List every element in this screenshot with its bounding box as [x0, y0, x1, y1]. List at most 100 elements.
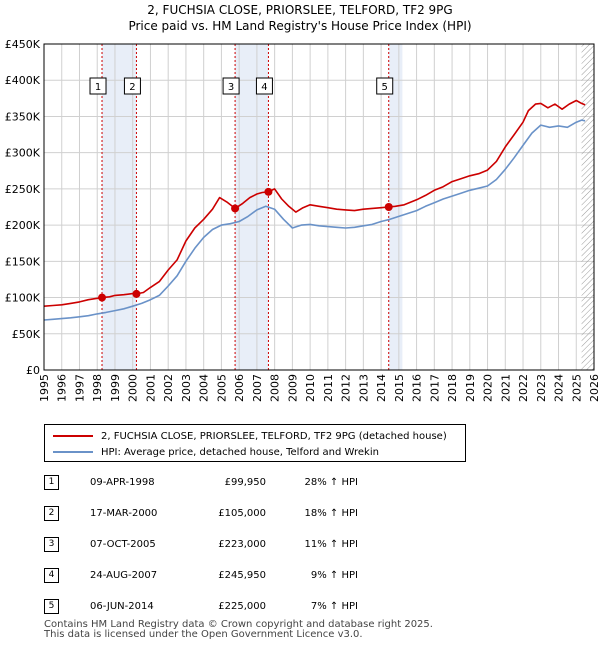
row-price: £105,000	[218, 508, 266, 519]
x-tick-label: 1995	[38, 374, 51, 402]
x-tick-label: 2011	[322, 374, 335, 402]
sale-number-box	[222, 77, 240, 95]
row-date: 06-JUN-2014	[90, 601, 154, 612]
legend-item-red: 2, FUCHSIA CLOSE, PRIORSLEE, TELFORD, TF…	[53, 429, 447, 443]
chart-subtitle: Price paid vs. HM Land Registry's House …	[128, 19, 472, 33]
legend-swatch-red	[53, 435, 93, 437]
row-date: 09-APR-1998	[90, 477, 155, 488]
row-date: 24-AUG-2007	[90, 570, 158, 581]
x-tick-label: 2009	[286, 374, 299, 402]
x-tick-label: 2013	[357, 374, 370, 402]
x-tick-label: 2014	[375, 374, 388, 402]
sale-point	[98, 293, 107, 302]
y-tick-label: £100K	[5, 292, 41, 305]
x-tick-label: 2017	[428, 374, 441, 402]
x-tick-label: 2004	[198, 374, 211, 402]
table-row: 5 06-JUN-2014 £225,000 7% ↑ HPI	[44, 596, 444, 616]
row-hpi: 7% ↑ HPI	[310, 601, 358, 612]
chart-title: 2, FUCHSIA CLOSE, PRIORSLEE, TELFORD, TF…	[147, 3, 453, 17]
legend-item-blue: HPI: Average price, detached house, Telf…	[53, 445, 379, 459]
forecast-hatch-area	[581, 44, 594, 370]
row-hpi: 28% ↑ HPI	[304, 477, 358, 488]
sale-number-box	[376, 77, 394, 95]
row-price: £225,000	[218, 601, 266, 612]
row-price: £245,950	[218, 570, 266, 581]
x-tick-label: 2023	[535, 374, 548, 402]
row-price: £223,000	[218, 539, 266, 550]
row-number: 4	[44, 568, 59, 583]
sale-number-boxes: 1 2 3 4 5	[89, 77, 394, 95]
row-date: 07-OCT-2005	[90, 539, 156, 550]
row-hpi: 9% ↑ HPI	[310, 570, 358, 581]
x-axis: 1995 1996 1997 1998 1999 2000 2001 2002 2003 2004…	[38, 374, 600, 402]
x-tick-label: 2001	[144, 374, 157, 402]
sale-number-label: 2	[129, 82, 135, 93]
sale-point	[231, 204, 240, 213]
x-tick-label: 2010	[304, 374, 317, 402]
x-tick-label: 2024	[553, 374, 566, 402]
row-hpi: 11% ↑ HPI	[304, 539, 358, 550]
y-tick-label: £150K	[5, 255, 41, 268]
x-tick-label: 2003	[180, 374, 193, 402]
sale-points	[98, 187, 393, 302]
row-number: 5	[44, 599, 59, 614]
y-tick-label: £50K	[12, 328, 41, 341]
sale-period-bands	[102, 44, 403, 370]
legend-label-blue: HPI: Average price, detached house, Telf…	[101, 446, 379, 458]
x-tick-label: 1998	[91, 374, 104, 402]
x-tick-label: 2005	[215, 374, 228, 402]
x-tick-label: 2022	[517, 374, 530, 402]
sale-number-label: 3	[228, 82, 234, 93]
x-tick-label: 2006	[233, 374, 246, 402]
row-number: 1	[44, 475, 59, 490]
x-tick-label: 2002	[162, 374, 175, 402]
x-tick-label: 2025	[570, 374, 583, 402]
y-tick-label: £200K	[5, 219, 41, 232]
y-tick-label: £450K	[5, 38, 41, 51]
sale-number-label: 4	[261, 82, 267, 93]
row-hpi: 18% ↑ HPI	[304, 508, 358, 519]
table-row: 4 24-AUG-2007 £245,950 9% ↑ HPI	[44, 565, 444, 585]
x-tick-label: 1999	[109, 374, 122, 402]
legend-swatch-blue	[53, 451, 93, 453]
sale-point	[384, 203, 393, 211]
x-tick-label: 2012	[340, 374, 353, 402]
y-tick-label: £400K	[5, 74, 41, 87]
table-row: 1 09-APR-1998 £99,950 28% ↑ HPI	[44, 472, 444, 492]
row-date: 17-MAR-2000	[90, 508, 158, 519]
x-tick-label: 2000	[127, 374, 140, 402]
x-tick-label: 2019	[464, 374, 477, 402]
footer-line-2: This data is licensed under the Open Gov…	[44, 629, 363, 640]
chart-title-block: 2, FUCHSIA CLOSE, PRIORSLEE, TELFORD, TF…	[0, 2, 600, 34]
legend: 2, FUCHSIA CLOSE, PRIORSLEE, TELFORD, TF…	[44, 424, 466, 462]
y-tick-label: £0	[26, 364, 40, 377]
x-tick-label: 2007	[251, 374, 264, 402]
sale-number-label: 5	[382, 82, 388, 93]
footer: Contains HM Land Registry data © Crown c…	[44, 620, 433, 640]
sale-point	[264, 187, 273, 196]
x-tick-label: 2015	[393, 374, 406, 402]
sale-band	[102, 44, 137, 370]
x-tick-label: 2021	[499, 374, 512, 402]
row-number: 3	[44, 537, 59, 552]
row-price: £99,950	[224, 477, 266, 488]
plot-frame	[43, 43, 595, 371]
hpi-line	[44, 119, 586, 321]
y-tick-label: £250K	[5, 183, 41, 196]
x-tick-label: 2020	[482, 374, 495, 402]
footer-line-1: Contains HM Land Registry data © Crown c…	[44, 619, 433, 630]
y-tick-label: £350K	[5, 110, 41, 123]
sale-number-box	[89, 77, 107, 95]
x-tick-label: 2008	[269, 374, 282, 402]
x-tick-label: 2016	[411, 374, 424, 402]
table-row: 2 17-MAR-2000 £105,000 18% ↑ HPI	[44, 503, 444, 523]
price-chart: 1 2 3 4 5 £0 £50K £100K £150K £200K £250K £300K £35…	[5, 38, 600, 402]
x-tick-label: 2026	[588, 374, 600, 402]
y-axis: £0 £50K £100K £150K £200K £250K £300K £350K £400…	[5, 38, 41, 377]
x-tick-label: 1996	[56, 374, 69, 402]
x-tick-label: 2018	[446, 374, 459, 402]
row-number: 2	[44, 506, 59, 521]
table-row: 3 07-OCT-2005 £223,000 11% ↑ HPI	[44, 534, 444, 554]
sale-point	[132, 289, 141, 298]
sale-number-box	[255, 77, 273, 95]
